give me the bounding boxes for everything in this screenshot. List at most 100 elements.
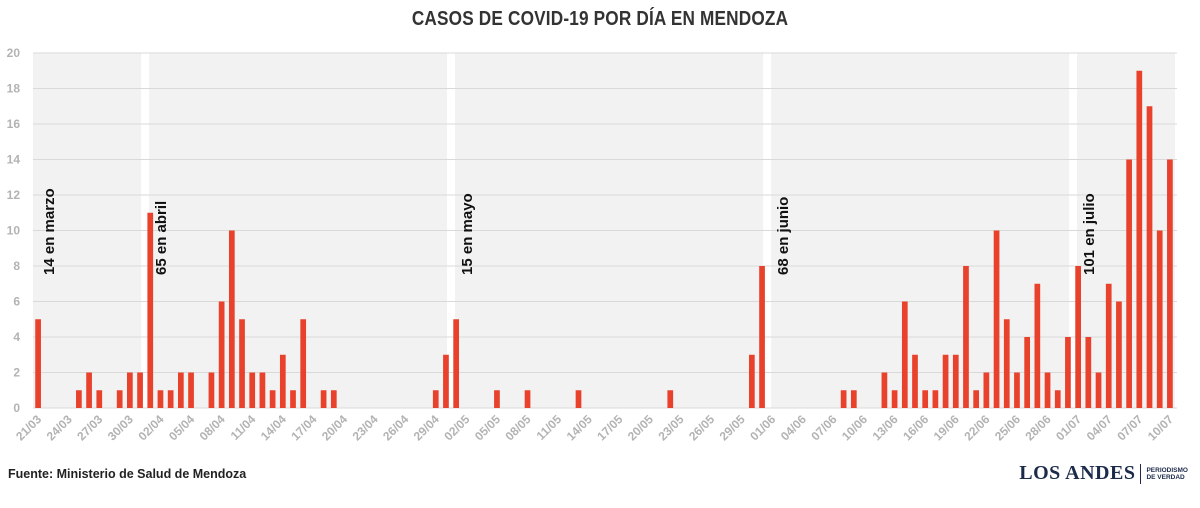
x-tick-label: 21/03 <box>13 412 44 443</box>
bar <box>891 390 898 408</box>
bar <box>1167 159 1173 408</box>
x-tick-label: 11/04 <box>228 412 259 443</box>
x-tick-label: 10/06 <box>839 412 870 443</box>
x-tick-label: 25/06 <box>992 412 1023 443</box>
x-tick-label: 26/05 <box>686 412 717 443</box>
x-tick-label: 28/06 <box>1023 412 1054 443</box>
x-tick-label: 10/07 <box>1145 412 1176 443</box>
bar <box>1095 372 1102 408</box>
bar <box>1003 319 1010 408</box>
y-tick-label: 20 <box>7 46 21 60</box>
x-tick-label: 29/05 <box>717 412 748 443</box>
y-tick-label: 12 <box>7 188 21 202</box>
x-tick-label: 01/07 <box>1053 412 1084 443</box>
y-tick-label: 6 <box>13 295 20 309</box>
bar <box>249 372 256 408</box>
y-tick-label: 0 <box>13 401 20 415</box>
x-tick-label: 05/04 <box>166 412 197 443</box>
brand-tagline: PERIODISMO DE VERDAD <box>1146 467 1188 481</box>
x-tick-label: 19/06 <box>931 412 962 443</box>
bar <box>188 372 194 408</box>
bar <box>759 266 765 408</box>
bar <box>1024 337 1031 408</box>
bar <box>279 354 286 408</box>
brand-tagline-line-2: DE VERDAD <box>1146 473 1185 481</box>
month-annotation: 65 en abril <box>153 201 170 275</box>
bar <box>1105 283 1112 408</box>
x-tick-label: 26/04 <box>380 412 411 443</box>
bar <box>167 390 174 408</box>
x-tick-label: 30/03 <box>105 412 136 443</box>
x-tick-label: 13/06 <box>870 412 901 443</box>
bar <box>952 354 959 408</box>
bar <box>35 319 41 408</box>
x-tick-label: 20/05 <box>625 412 656 443</box>
month-annotation: 68 en junio <box>775 197 792 275</box>
bar <box>748 354 755 408</box>
bar <box>290 390 296 408</box>
x-tick-label: 17/04 <box>288 412 319 443</box>
bar <box>177 372 184 408</box>
brand-tagline-line-1: PERIODISMO <box>1146 466 1188 474</box>
x-tick-label: 04/06 <box>778 412 809 443</box>
month-annotation: 15 en mayo <box>459 193 476 275</box>
y-tick-label: 10 <box>7 224 21 238</box>
bar <box>300 319 307 408</box>
bar <box>320 390 327 408</box>
bar <box>524 390 531 408</box>
bar <box>850 390 857 408</box>
bar <box>922 390 929 408</box>
bar <box>432 390 439 408</box>
bar <box>901 301 908 408</box>
bar <box>218 301 225 408</box>
bar <box>157 390 164 408</box>
month-annotation: 101 en julio <box>1081 193 1098 275</box>
bar <box>912 354 918 408</box>
bar <box>259 372 266 408</box>
x-tick-label: 01/06 <box>747 412 778 443</box>
x-tick-label: 23/05 <box>655 412 686 443</box>
x-tick-label: 27/03 <box>74 412 105 443</box>
bar <box>1065 337 1071 408</box>
bar <box>1044 372 1051 408</box>
x-tick-label: 23/04 <box>350 412 381 443</box>
y-axis-ticks: 0 2 4 6 8 10 12 14 16 18 20 <box>7 46 21 415</box>
x-tick-label: 07/07 <box>1114 412 1145 443</box>
bar <box>1136 70 1143 408</box>
bar <box>963 266 969 408</box>
month-annotations: 14 en marzo 65 en abril 15 en mayo 68 en ju… <box>41 188 1098 275</box>
bar <box>1156 230 1163 408</box>
x-axis-ticks: 21/03 24/03 27/03 30/03 02/04 05/04 08/04 11/04… <box>13 412 1176 443</box>
bar <box>942 354 949 408</box>
y-tick-label: 2 <box>13 366 20 380</box>
bar <box>983 372 990 408</box>
source-note: Fuente: Ministerio de Salud de Mendoza <box>8 467 247 481</box>
x-tick-label: 08/05 <box>503 412 534 443</box>
bar <box>228 230 235 408</box>
bar <box>239 319 245 408</box>
bar <box>1116 301 1122 408</box>
x-tick-label: 07/06 <box>808 412 839 443</box>
bar <box>96 390 103 408</box>
bar <box>76 390 82 408</box>
bar <box>575 390 582 408</box>
bar <box>453 319 460 408</box>
bar <box>1034 283 1041 408</box>
x-tick-label: 14/04 <box>258 412 289 443</box>
bar <box>1085 337 1092 408</box>
bar <box>932 390 939 408</box>
bar <box>494 390 500 408</box>
bar <box>1146 106 1153 408</box>
y-tick-label: 8 <box>13 259 20 273</box>
bar <box>269 390 276 408</box>
x-tick-label: 04/07 <box>1084 412 1115 443</box>
bar <box>840 390 847 408</box>
bars <box>35 70 1173 408</box>
bar <box>881 372 888 408</box>
brand-logo: LOS ANDES PERIODISMO DE VERDAD <box>1019 462 1188 485</box>
bar <box>127 372 133 408</box>
x-tick-label: 11/05 <box>534 412 565 443</box>
bar <box>1014 372 1020 408</box>
x-tick-label: 16/06 <box>900 412 931 443</box>
